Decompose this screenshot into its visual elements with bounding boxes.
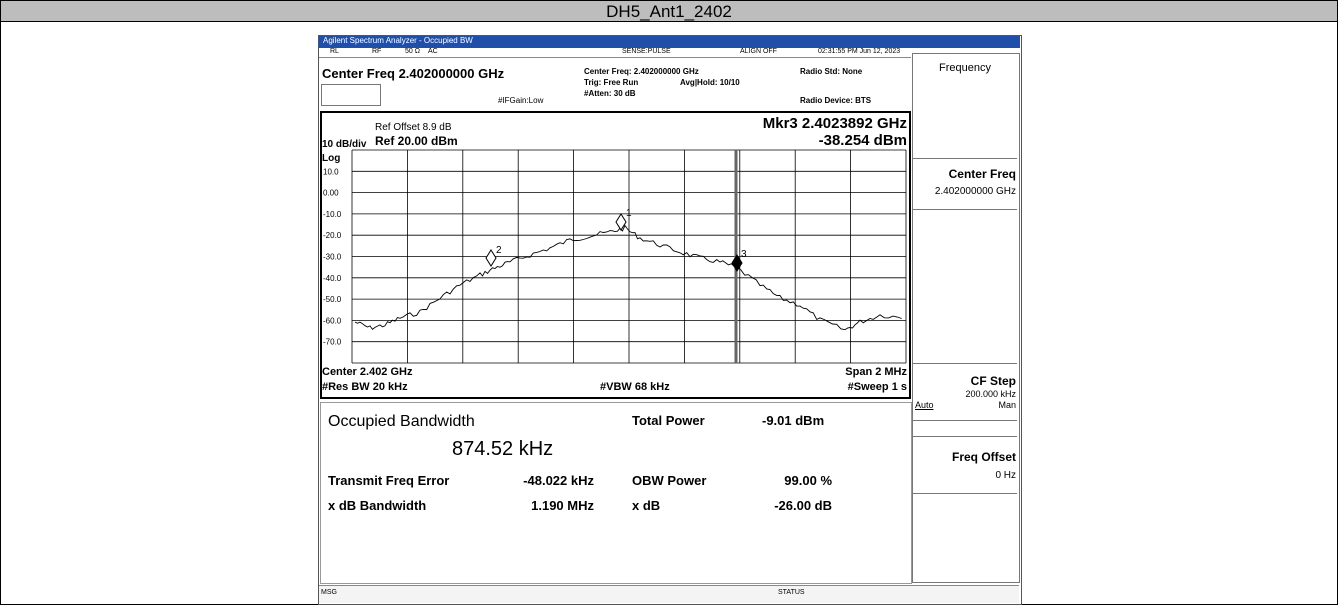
center-freq-info: Center Freq: 2.402000000 GHz: [584, 67, 699, 76]
xdb-value: -26.00 dB: [774, 498, 832, 513]
softkey-cf-step-value: 200.000 kHz: [965, 389, 1016, 399]
bottom-bar: [319, 585, 1019, 603]
xdb-bw-value: 1.190 MHz: [531, 498, 594, 513]
ref-level: Ref 20.00 dBm: [375, 134, 458, 148]
status-ac: AC: [428, 48, 438, 55]
msg-label: MSG: [321, 589, 337, 596]
softkey-panel: [912, 53, 1020, 583]
softkey-center-freq-value: 2.402000000 GHz: [934, 186, 1016, 197]
status-rf: RF: [372, 48, 382, 55]
y-label: -50.0: [323, 295, 342, 304]
radio-std: Radio Std: None: [800, 67, 863, 76]
softkey-center-freq[interactable]: [913, 158, 1017, 210]
softkey-freq-offset[interactable]: [913, 436, 1017, 494]
softkey-auto[interactable]: Auto: [915, 400, 934, 410]
y-label: -10.0: [323, 210, 342, 219]
status-impedance: 50 Ω: [405, 48, 420, 55]
vbw: #VBW 68 kHz: [600, 381, 670, 393]
sweep: #Sweep 1 s: [848, 381, 907, 393]
if-gain: #IFGain:Low: [498, 96, 544, 105]
results-panel: [320, 402, 912, 584]
y-label: -40.0: [323, 274, 342, 283]
center-label: Center 2.402 GHz: [322, 366, 413, 378]
log-label: Log: [322, 153, 340, 164]
softkey-freq-offset-value: 0 Hz: [995, 470, 1016, 481]
attenuation: #Atten: 30 dB: [584, 89, 636, 98]
y-label: 0.00: [323, 189, 339, 198]
y-label: -70.0: [323, 338, 342, 347]
res-bw: #Res BW 20 kHz: [322, 381, 408, 393]
obw-label: Occupied Bandwidth: [328, 413, 475, 430]
avg-hold: Avg|Hold: 10/10: [680, 78, 740, 87]
marker-freq: Mkr3 2.4023892 GHz: [763, 115, 907, 132]
softkey-menu-title: Frequency: [939, 62, 991, 74]
xdb-bw-label: x dB Bandwidth: [328, 498, 427, 513]
input-box[interactable]: [321, 84, 381, 106]
status-align: ALIGN OFF: [740, 48, 777, 55]
status-sense: SENSE:PULSE: [622, 48, 671, 55]
status-row: [319, 49, 911, 58]
total-power-value: -9.01 dBm: [762, 413, 825, 428]
window-title: Agilent Spectrum Analyzer - Occupied BW: [323, 36, 473, 45]
y-labels: 10.0 0.00 -10.0 -20.0 -30.0 -40.0 -50.0 -60.0 -7…: [323, 167, 342, 346]
y-label: -20.0: [323, 231, 342, 240]
softkey-freq-offset-label: Freq Offset: [951, 450, 1016, 464]
marker-level: -38.254 dBm: [819, 132, 907, 149]
marker-3-label: 3: [741, 249, 747, 260]
status-rl: RL: [330, 48, 339, 55]
center-freq-setting: Center Freq 2.402000000 GHz: [322, 66, 505, 81]
softkey-man[interactable]: Man: [998, 400, 1016, 410]
obw-power-label: OBW Power: [632, 473, 707, 488]
obw-value: 874.52 kHz: [452, 438, 554, 460]
marker-2-label: 2: [496, 245, 502, 256]
status-label: STATUS: [778, 589, 805, 596]
freq-error-label: Transmit Freq Error: [328, 473, 450, 488]
ref-offset: Ref Offset 8.9 dB: [375, 122, 452, 133]
obw-power-value: 99.00 %: [784, 473, 832, 488]
freq-error-value: -48.022 kHz: [523, 473, 594, 488]
header-title: DH5_Ant1_2402: [606, 2, 732, 21]
softkey-cf-step[interactable]: [913, 363, 1017, 421]
marker-2: [485, 249, 497, 267]
y-label: -30.0: [323, 253, 342, 262]
span-label: Span 2 MHz: [845, 366, 907, 378]
marker-1: [615, 213, 627, 231]
grid: [351, 149, 907, 364]
total-power-label: Total Power: [632, 413, 705, 428]
radio-device: Radio Device: BTS: [800, 96, 872, 105]
scale: 10 dB/div: [322, 139, 367, 150]
softkey-center-freq-label: Center Freq: [948, 167, 1016, 181]
y-label: 10.0: [323, 167, 339, 176]
marker-1-label: 1: [626, 208, 632, 219]
trace: [354, 224, 902, 331]
display-frame: [320, 111, 911, 399]
trigger: Trig: Free Run: [584, 78, 639, 87]
softkey-cf-step-label: CF Step: [970, 374, 1016, 388]
spectrum-display: Ref Offset 8.9 dB 10 dB/div Ref 20.00 dB…: [320, 111, 911, 399]
xdb-label: x dB: [632, 498, 661, 513]
y-label: -60.0: [323, 316, 342, 325]
window-title-bar: [319, 36, 1020, 48]
header-bar: [1, 1, 1337, 22]
status-time: 02:31:55 PM Jun 12, 2023: [818, 48, 901, 55]
marker-3: [731, 254, 743, 272]
